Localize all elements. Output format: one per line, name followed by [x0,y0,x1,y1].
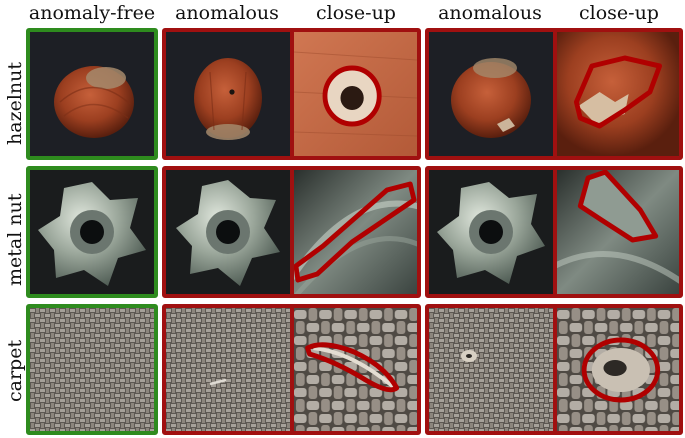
segmentation-outline [573,55,663,129]
hazelnut-anomalous-image-2 [429,32,553,156]
carpet-anomaly-pair-1 [162,304,421,435]
carpet-close-up-1 [294,308,417,431]
row-label-carpet: carpet [4,339,26,402]
carpet-anomalous-image-2 [429,308,553,431]
metal-nut-close-up-2 [557,170,679,294]
segmentation-outline [322,65,382,127]
hazelnut-normal-image [26,28,158,160]
metal-nut-close-up-1 [294,170,417,294]
hazelnut-anomaly-pair-1 [162,28,421,160]
segmentation-outline [305,342,400,393]
metal-nut-anomalous-image-2 [429,170,553,294]
hazelnut-anomaly-pair-2 [425,28,683,160]
metal-nut-anomalous-image [166,170,290,294]
header-close-up-1: close-up [316,2,396,24]
hazelnut-close-up-1 [294,32,417,156]
metal-nut-normal-image [26,166,158,298]
metal-nut-anomaly-pair-1 [162,166,421,298]
segmentation-outline [294,181,417,283]
hazelnut-close-up-2 [557,32,679,156]
hazelnut-anomalous-image [166,32,290,156]
segmentation-outline [577,170,659,243]
carpet-close-up-2 [557,308,679,431]
header-anomalous-2: anomalous [438,2,542,24]
row-label-hazelnut: hazelnut [4,61,26,145]
header-anomalous-1: anomalous [175,2,279,24]
row-label-metal-nut: metal nut [4,193,26,286]
metal-nut-anomaly-pair-2 [425,166,683,298]
carpet-anomaly-pair-2 [425,304,683,435]
header-anomaly-free: anomaly-free [28,2,156,24]
carpet-anomalous-image [166,308,290,431]
segmentation-outline [581,337,661,403]
header-close-up-2: close-up [579,2,659,24]
carpet-normal-image [26,304,158,435]
